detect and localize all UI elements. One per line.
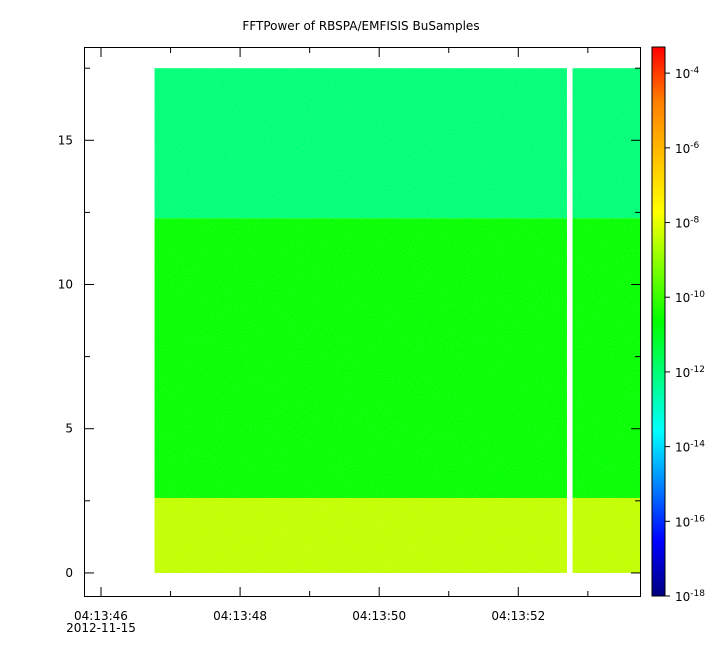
x-tick-label: 04:13:50 [352,609,406,623]
y-axis: 0 5 10 15 [58,67,640,580]
y-tick-label: 0 [65,566,73,580]
colorbar-tick-label: 10-12 [675,365,705,380]
colorbar-tick-label: 10-10 [675,290,705,305]
x-tick-label: 04:13:52 [491,609,545,623]
colorbar-axis: 10-4 10-6 10-8 10-10 10-12 10-14 10-16 10-18 [665,66,705,604]
x-tick-label: 04:13:46 [74,609,128,623]
spectrogram-texture [154,68,640,573]
y-tick-label: 15 [58,133,73,147]
x-tick-label: 04:13:48 [213,609,267,623]
y-tick-label: 10 [58,278,73,292]
colorbar-tick-label: 10-14 [675,440,705,455]
data-gap-0 [566,67,573,574]
colorbar-tick-label: 10-4 [675,66,700,81]
y-tick-label: 5 [65,422,73,436]
x-tick-date-label: 2012-11-15 [66,621,136,635]
colorbar-tick-label: 10-6 [675,141,700,156]
colorbar-tick-label: 10-16 [675,514,705,529]
chart-title: FFTPower of RBSPA/EMFISIS BuSamples [242,19,479,33]
spectrogram-image [154,67,640,574]
colorbar-tick-label: 10-8 [675,216,700,231]
colorbar [651,46,666,597]
colorbar-tick-label: 10-18 [675,589,705,604]
